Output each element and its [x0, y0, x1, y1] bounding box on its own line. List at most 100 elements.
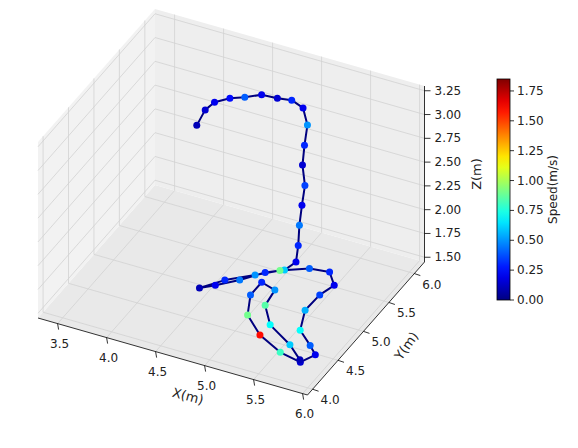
trajectory-point	[300, 104, 307, 111]
colorbar-tick	[510, 210, 514, 211]
trajectory-point	[221, 277, 228, 284]
z-tick-label: 2.00	[435, 203, 462, 217]
trajectory-point	[196, 285, 203, 292]
grid-line	[38, 133, 155, 266]
trajectory-point	[252, 272, 259, 279]
z-tick	[425, 257, 431, 258]
colorbar-tick	[510, 180, 514, 181]
y-tick-label: 4.5	[346, 364, 365, 378]
trajectory-point	[306, 265, 313, 272]
trajectory-point	[258, 91, 265, 98]
grid-line	[155, 38, 425, 115]
trajectory-point	[193, 122, 200, 129]
grid-line	[38, 14, 155, 147]
grid-line	[205, 233, 322, 366]
trajectory-point	[295, 242, 302, 249]
grid-line	[93, 78, 94, 254]
trajectory-point	[236, 276, 243, 283]
grid-line	[419, 85, 420, 261]
x-tick-label: 4.5	[148, 365, 167, 379]
grid-line	[272, 43, 273, 219]
colorbar-tick-label: 0.25	[517, 263, 544, 277]
grid-line	[38, 180, 155, 313]
x-axis	[38, 318, 308, 395]
colorbar-tick-label: 1.00	[517, 174, 544, 188]
z-axis	[424, 86, 425, 262]
z-tick-label: 2.50	[435, 155, 462, 169]
grid-line	[144, 21, 145, 197]
z-tick-label: 3.25	[435, 84, 462, 98]
x-tick	[205, 366, 206, 372]
trajectory-point	[271, 287, 278, 294]
grid-line	[107, 205, 224, 338]
colorbar-tick-label: 0.00	[517, 293, 544, 307]
trajectory-point	[316, 291, 323, 298]
y-tick	[338, 360, 344, 362]
trajectory-point	[212, 282, 219, 289]
trajectory-point	[211, 99, 218, 106]
grid-line	[370, 71, 371, 247]
trajectory-point	[226, 95, 233, 102]
back-pane	[155, 9, 425, 262]
z-tick-label: 2.25	[435, 179, 462, 193]
y-tick	[414, 274, 420, 276]
trajectory-point	[307, 342, 314, 349]
z-axis-label: Z(m)	[469, 158, 484, 190]
y-axis-label: Y(m)	[391, 329, 421, 364]
y-tick	[363, 331, 369, 333]
grid-line	[254, 247, 371, 380]
trajectory-point	[202, 106, 209, 113]
colorbar-label: Speed(m/s)	[546, 155, 560, 224]
colorbar-tick-label: 0.75	[517, 203, 544, 217]
trajectory-point	[331, 282, 338, 289]
trajectory-point	[276, 267, 283, 274]
y-tick-label: 5.0	[371, 335, 390, 349]
colorbar-tick-label: 0.50	[517, 233, 544, 247]
trajectory-point	[296, 222, 303, 229]
grid-line	[223, 29, 224, 205]
grid-line	[155, 180, 425, 257]
trajectory-point	[262, 269, 269, 276]
z-tick	[425, 162, 431, 163]
x-tick-label: 4.0	[99, 351, 118, 365]
colorbar-tick	[510, 150, 514, 151]
trajectory-point	[299, 162, 306, 169]
z-tick	[425, 90, 431, 91]
y-tick-label: 5.5	[397, 306, 416, 320]
z-tick-label: 2.75	[435, 131, 462, 145]
trajectory-point	[274, 95, 281, 102]
x-tick-label: 5.0	[197, 379, 216, 393]
x-tick-label: 6.0	[295, 407, 314, 421]
trajectory-point	[301, 142, 308, 149]
trajectory-point	[267, 321, 274, 328]
grid-line	[155, 109, 425, 186]
z-tick-label: 3.00	[435, 108, 462, 122]
x-axis-label: X(m)	[171, 385, 206, 408]
grid-line	[155, 85, 425, 162]
z-tick-label: 1.50	[435, 250, 462, 264]
y-axis	[308, 262, 425, 395]
colorbar-tick	[510, 240, 514, 241]
trajectory-point	[326, 268, 333, 275]
trajectory-point	[241, 94, 248, 101]
data-group	[193, 91, 337, 365]
y-tick-label: 4.0	[321, 393, 340, 407]
grid-line	[38, 156, 155, 289]
trajectory-point	[258, 279, 265, 286]
trajectory-point	[298, 202, 305, 209]
z-tick	[425, 185, 431, 186]
z-tick	[425, 114, 431, 115]
grid-line	[155, 133, 425, 210]
x-tick-label: 3.5	[50, 337, 69, 351]
colorbar-tick	[510, 300, 514, 301]
trajectory-point	[296, 356, 303, 363]
z-tick	[425, 138, 431, 139]
trajectory-point	[297, 327, 304, 334]
colorbar-tick	[510, 270, 514, 271]
x-tick	[254, 380, 255, 386]
colorbar-tick	[510, 90, 514, 91]
z-tick	[425, 233, 431, 234]
colorbar-tick-label: 1.75	[517, 84, 544, 98]
grid-line	[321, 57, 322, 233]
grid-line	[303, 261, 420, 394]
